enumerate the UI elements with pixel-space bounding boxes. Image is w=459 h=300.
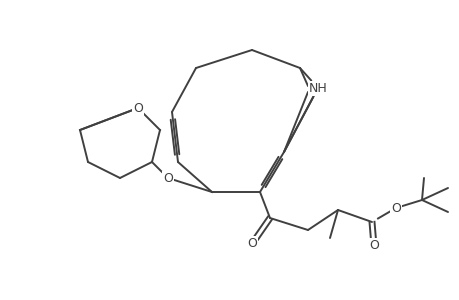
Text: O: O — [162, 172, 173, 184]
Text: O: O — [390, 202, 400, 214]
Text: O: O — [133, 101, 143, 115]
Text: O: O — [368, 239, 378, 253]
Text: O: O — [246, 238, 257, 250]
Text: NH: NH — [308, 82, 327, 94]
